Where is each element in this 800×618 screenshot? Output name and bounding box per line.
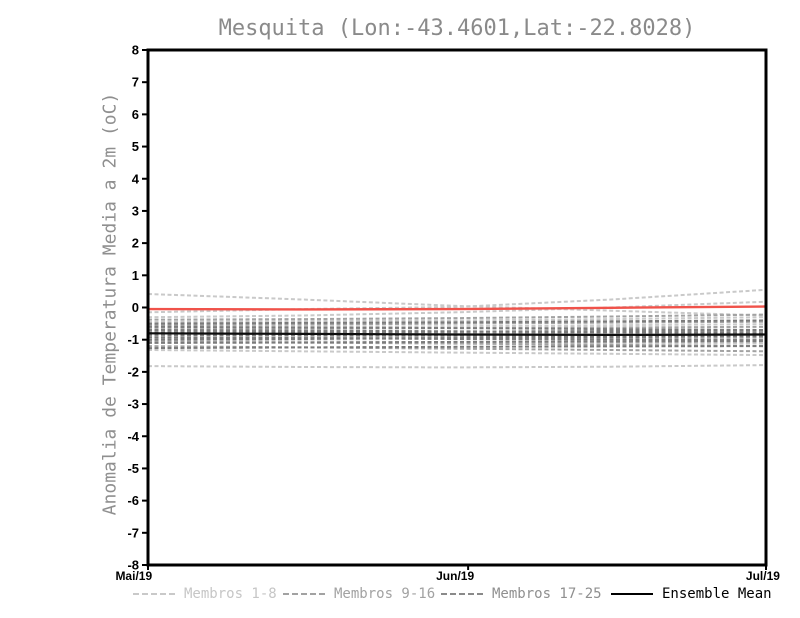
dashed-line-swatch bbox=[441, 593, 483, 595]
dashed-line-swatch bbox=[133, 593, 175, 595]
x-tick-label: Mai/19 bbox=[115, 569, 152, 583]
solid-line-swatch bbox=[611, 593, 653, 595]
ensemble-member-line bbox=[147, 340, 767, 348]
x-tick-label: Jul/19 bbox=[746, 569, 780, 583]
ensemble-member-line bbox=[147, 325, 767, 331]
y-tick-label: 7 bbox=[132, 75, 139, 90]
ensemble-member-line bbox=[147, 300, 767, 319]
ensemble-member-line bbox=[147, 335, 767, 341]
legend-item-membros-17-25: Membros 17-25 bbox=[441, 586, 602, 602]
ensemble-member-line bbox=[147, 340, 767, 344]
y-tick-label: 4 bbox=[132, 171, 140, 186]
ensemble-member-line bbox=[147, 316, 767, 323]
ensemble-member-line bbox=[147, 320, 767, 327]
y-tick-label: -5 bbox=[127, 461, 139, 476]
zero-reference-line bbox=[147, 305, 767, 311]
y-tick-label: 3 bbox=[132, 203, 139, 218]
ensemble-member-line bbox=[147, 345, 767, 353]
y-tick-label: -6 bbox=[127, 493, 139, 508]
legend-item-membros-1-8: Membros 1-8 bbox=[133, 586, 277, 602]
legend-label: Ensemble Mean bbox=[662, 586, 772, 602]
ensemble-member-line bbox=[147, 313, 767, 321]
x-tick-label: Jun/19 bbox=[436, 569, 474, 583]
y-tick-label: -8 bbox=[127, 558, 139, 573]
ensemble-member-line bbox=[147, 329, 767, 334]
ensemble-member-line bbox=[147, 349, 767, 357]
y-tick-label: -7 bbox=[127, 525, 139, 540]
y-tick-label: 1 bbox=[132, 268, 139, 283]
legend-item-membros-9-16: Membros 9-16 bbox=[283, 586, 435, 602]
y-tick-label: 8 bbox=[132, 43, 139, 58]
y-tick-label: -4 bbox=[127, 429, 139, 444]
ensemble-member-line bbox=[147, 288, 767, 314]
ensemble-member-line bbox=[147, 319, 767, 325]
y-tick-label: -2 bbox=[127, 364, 139, 379]
legend-item-ensemble-mean: Ensemble Mean bbox=[611, 586, 772, 602]
legend-label: Membros 17-25 bbox=[492, 586, 602, 602]
y-tick-label: -1 bbox=[127, 332, 139, 347]
legend-label: Membros 9-16 bbox=[334, 586, 436, 602]
legend: Membros 1-8 Membros 9-16 Membros 17-25 E… bbox=[0, 586, 800, 608]
y-tick-label: 5 bbox=[132, 139, 139, 154]
y-tick-label: 0 bbox=[132, 300, 139, 315]
y-tick-label: 2 bbox=[132, 236, 139, 251]
dashed-line-swatch bbox=[283, 593, 325, 595]
ensemble-member-line bbox=[147, 323, 767, 329]
y-tick-label: -3 bbox=[127, 397, 139, 412]
legend-label: Membros 1-8 bbox=[184, 586, 277, 602]
ensemble-mean-line bbox=[147, 332, 767, 337]
ensemble-member-line bbox=[147, 345, 767, 350]
ensemble-member-line bbox=[147, 364, 767, 369]
y-tick-label: 6 bbox=[132, 107, 139, 122]
chart-title: Mesquita (Lon:-43.4601,Lat:-22.8028) bbox=[218, 16, 696, 41]
